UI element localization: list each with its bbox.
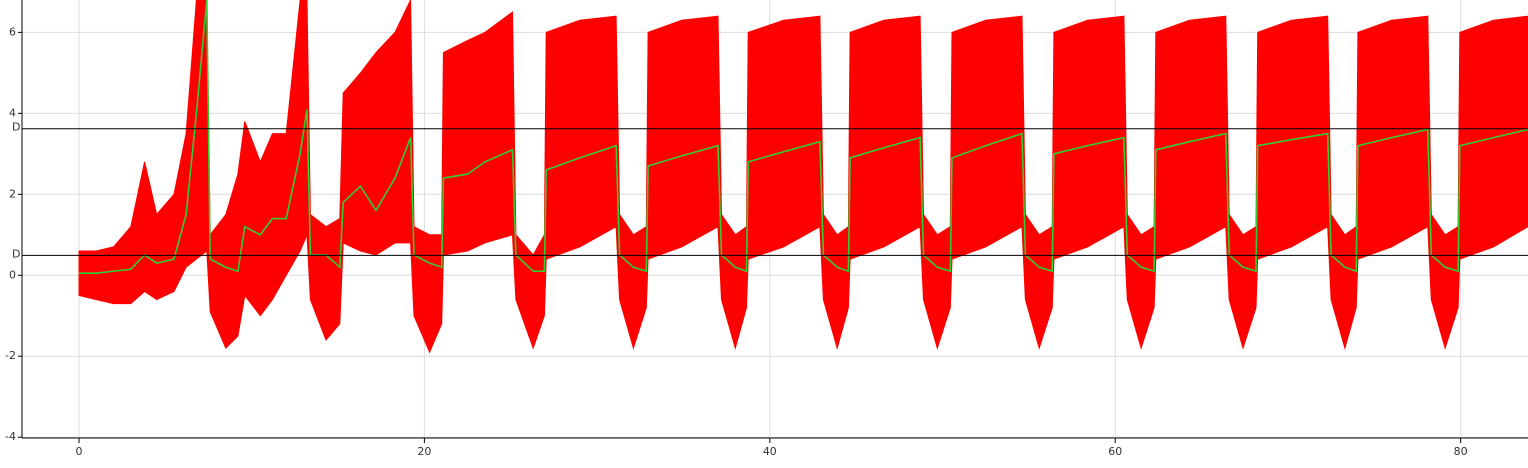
y-tick-label: 2 <box>9 187 16 200</box>
reference-label: D <box>12 121 20 134</box>
x-tick-label: 80 <box>1454 445 1468 458</box>
reference-label: D <box>12 247 20 260</box>
y-tick-label: 0 <box>9 268 16 281</box>
mean-line <box>79 0 1528 274</box>
y-tick-label: 6 <box>9 25 16 38</box>
y-tick-label: -2 <box>5 349 16 362</box>
y-tick-label: 4 <box>9 106 16 119</box>
y-tick-label: -4 <box>5 430 16 443</box>
x-tick-label: 60 <box>1108 445 1122 458</box>
x-tick-label: 40 <box>763 445 777 458</box>
signal-band <box>78 0 1528 354</box>
x-tick-label: 0 <box>75 445 82 458</box>
x-tick-label: 20 <box>417 445 431 458</box>
plot <box>78 0 1528 354</box>
